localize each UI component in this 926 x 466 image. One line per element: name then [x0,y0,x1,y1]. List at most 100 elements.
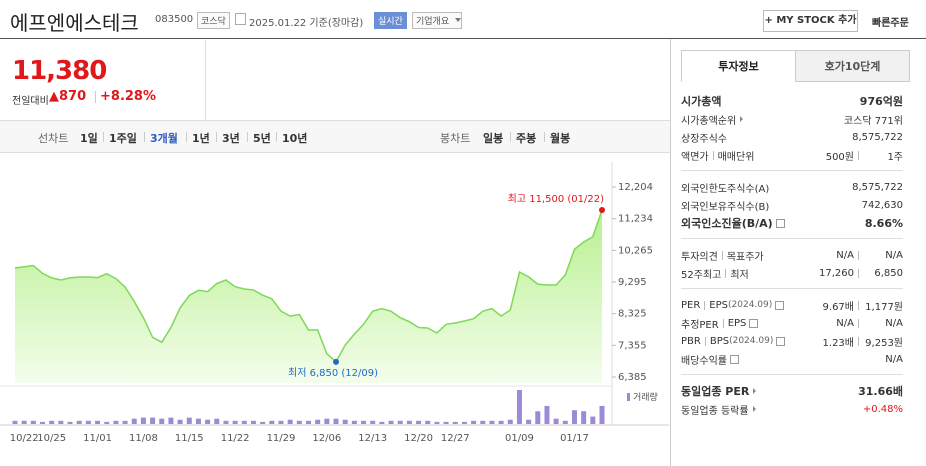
label-text[interactable]: 동일업종 PER [681,385,750,398]
info-row: 동일업종 PER 31.66배 [681,382,903,400]
value-text: N/A [885,249,903,261]
help-icon[interactable] [776,336,786,346]
row-value: 8,575,722 [852,182,903,193]
period-button[interactable]: 1년 [192,132,210,145]
value-text: 코스닥 771위 [843,115,903,127]
help-icon[interactable] [730,354,739,364]
stock-name: 에프엔에스테크 [10,11,139,35]
info-row: 투자의견 목표주가 N/A N/A [681,246,903,264]
x-tick-label: 01/09 [505,433,534,444]
row-value: 8.66% [865,217,903,230]
volume-bar [150,417,156,424]
row-label: PBR BPS (2024.09) [681,335,786,347]
company-info-button[interactable]: 기업개요 [412,12,463,29]
info-row: 동일업종 등락률 +0.48% [681,400,903,418]
volume-bar [177,419,183,424]
separator [858,336,859,346]
volume-bar [498,420,504,424]
info-panel: 시가총액 976억원 시가총액순위 코스닥 771위 상장주식수 8,575,722 액면가… [681,92,903,431]
value-text: N/A [836,249,854,261]
row-value: 17,260 6,850 [819,268,903,279]
value-text: 1주 [887,151,903,163]
value-text: 6,850 [874,267,903,279]
period-button[interactable]: 3년 [222,132,240,145]
legend-swatch [627,393,630,401]
volume-bar [287,419,293,424]
period-button[interactable]: 5년 [253,132,271,145]
separator [858,300,859,310]
candle-button[interactable]: 주봉 [516,132,537,145]
separator [704,336,706,346]
info-row: 시가총액 976억원 [681,92,903,110]
period-button[interactable]: 1주일 [109,132,137,145]
label-text: EPS [709,299,728,311]
row-value: +0.48% [863,404,903,415]
value-text: N/A [836,317,854,329]
value-text: 9,253원 [865,337,903,349]
row-value: 500원 1주 [826,148,903,163]
period-button[interactable]: 10년 [282,132,308,145]
separator [186,132,187,142]
label-text: 목표주가 [726,251,764,263]
volume-bar [232,420,238,424]
info-row: 외국인보유주식수(B) 742,630 [681,196,903,214]
y-tick-label: 9,295 [618,277,647,288]
row-value: 9.67배 1,177원 [823,298,903,313]
volume-bar [562,420,568,424]
x-tick-label: 11/08 [129,433,158,444]
help-icon[interactable] [775,300,785,310]
label-text[interactable]: 동일업종 등락률 [681,405,749,417]
y-tick-label: 10,265 [618,245,653,256]
my-stock-button[interactable]: + MY STOCK 추가 [763,10,858,32]
label-text: 외국인한도주식수(A) [681,183,770,195]
label-text: 추정PER [681,319,719,331]
volume-bar [480,420,486,424]
price-area [15,210,602,383]
row-label: 배당수익률 [681,352,739,367]
tab[interactable]: 호가10단계 [795,50,910,82]
volume-bar [333,418,339,424]
x-tick-label: 10/22 [10,433,39,444]
help-icon[interactable] [775,218,785,228]
tab[interactable]: 투자정보 [681,50,796,82]
row-label: 외국인소진율(B/A) [681,215,785,231]
label-text: BPS [709,335,730,347]
market-badge: 코스닥 [197,12,230,29]
value-text: 976억원 [859,95,903,108]
period-button[interactable]: 1일 [80,132,98,145]
volume-bar [342,419,348,424]
link-arrow [753,388,757,394]
quick-order-button[interactable]: 빠른주문 [872,18,909,29]
link-arrow [752,406,756,412]
period-button[interactable]: 3개월 [150,132,178,145]
stock-code: 083500 [155,14,194,25]
change-label: 전일대비 [12,96,49,107]
candle-button[interactable]: 일봉 [483,132,504,145]
value-text: 742,630 [861,199,903,211]
volume-bar [388,420,394,424]
row-value: N/A N/A [836,318,903,329]
value-text: +0.48% [862,403,903,415]
label-text[interactable]: 시가총액순위 [681,115,737,127]
value-text: 1.23배 [822,337,854,349]
dropdown-arrow [455,18,461,22]
price-change: ▲870 [49,89,87,104]
separator [712,150,714,160]
x-tick-label: 01/17 [560,433,589,444]
y-tick-label: 8,325 [618,309,647,320]
x-tick-label: 11/15 [175,433,204,444]
value-text: 9.67배 [822,301,854,313]
volume-bar [49,420,55,424]
volume-bar [296,420,302,424]
volume-bar [260,421,266,424]
candle-button[interactable]: 월봉 [550,132,571,145]
volume-bar [553,418,559,424]
volume-bar [526,419,532,424]
help-icon[interactable] [749,318,759,328]
y-tick-label: 12,204 [618,182,653,193]
label-text: 매매단위 [717,151,755,163]
realtime-button[interactable]: 실시간 [374,12,407,29]
panel-divider [670,39,671,466]
